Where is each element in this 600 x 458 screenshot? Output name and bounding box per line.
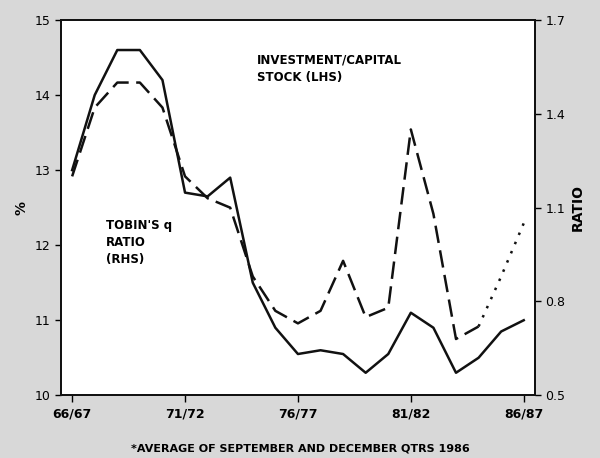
Text: TOBIN'S q
RATIO
(RHS): TOBIN'S q RATIO (RHS) [106, 219, 172, 266]
Y-axis label: RATIO: RATIO [571, 184, 585, 231]
Text: *AVERAGE OF SEPTEMBER AND DECEMBER QTRS 1986: *AVERAGE OF SEPTEMBER AND DECEMBER QTRS … [131, 443, 469, 453]
Text: INVESTMENT/CAPITAL
STOCK (LHS): INVESTMENT/CAPITAL STOCK (LHS) [257, 54, 402, 84]
Y-axis label: %: % [15, 201, 29, 215]
